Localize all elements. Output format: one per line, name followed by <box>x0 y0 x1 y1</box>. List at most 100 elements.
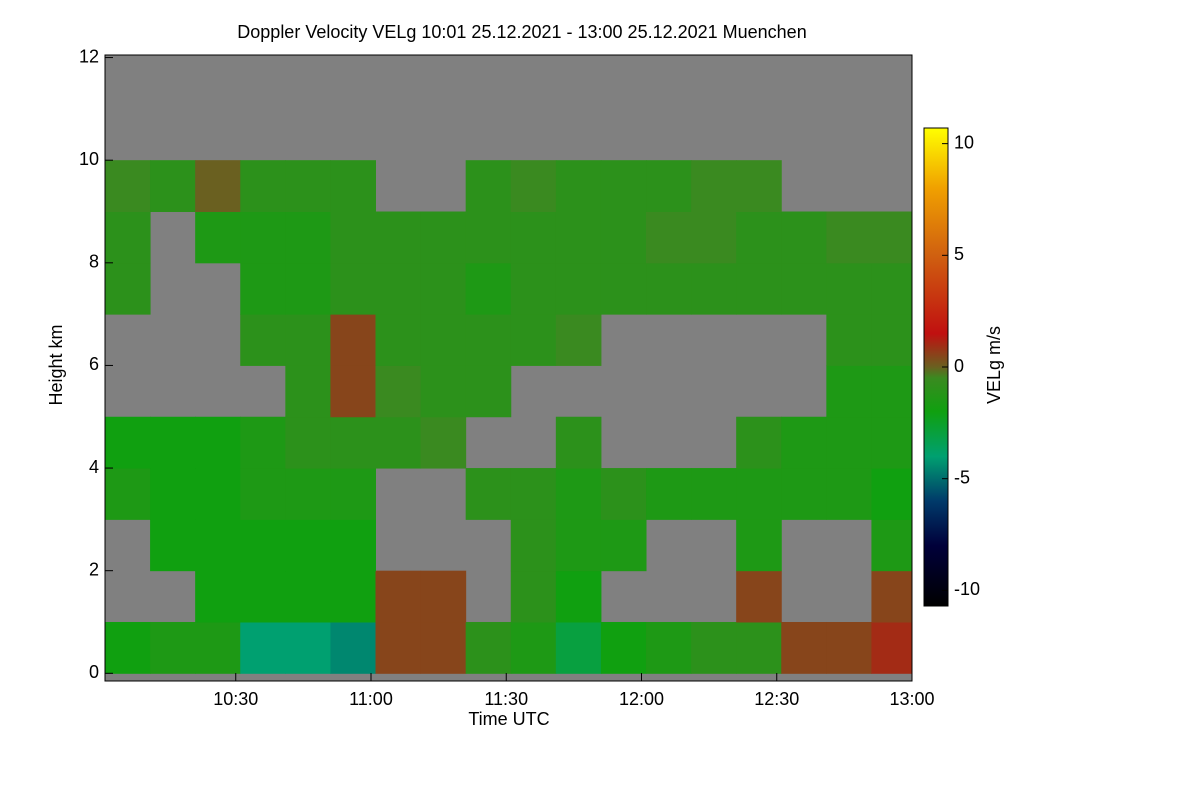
heatmap-cell <box>330 416 377 469</box>
colorbar-tick-label: 0 <box>954 356 964 376</box>
x-tick-label: 11:30 <box>484 689 528 709</box>
heatmap-cell <box>285 416 331 469</box>
heatmap-cell <box>691 211 737 264</box>
heatmap-cell <box>736 160 782 212</box>
heatmap-cell <box>826 314 872 366</box>
heatmap-cell <box>600 519 647 572</box>
heatmap-cell <box>105 211 151 264</box>
heatmap-cell <box>826 211 872 264</box>
heatmap-cell <box>285 570 331 623</box>
heatmap-cell <box>420 314 467 366</box>
heatmap-cell <box>510 468 557 520</box>
heatmap-cell <box>420 262 467 315</box>
heatmap-cell <box>646 262 692 315</box>
x-tick-label: 12:30 <box>754 689 799 709</box>
heatmap-cell <box>871 621 913 674</box>
heatmap-cell <box>195 621 241 674</box>
heatmap-cell <box>105 262 151 315</box>
x-tick-label: 13:00 <box>889 689 934 709</box>
heatmap-cell <box>195 416 241 469</box>
heatmap-cell <box>871 519 913 572</box>
colorbar-tick-label: 10 <box>954 132 974 152</box>
heatmap-cell <box>826 262 872 315</box>
heatmap-cell <box>871 211 913 264</box>
heatmap-cell <box>510 262 557 315</box>
heatmap-cell <box>150 416 196 469</box>
heatmap-cell <box>646 211 692 264</box>
heatmap-cell <box>510 570 557 623</box>
y-tick-label: 4 <box>89 457 99 477</box>
heatmap-cell <box>781 468 827 520</box>
heatmap-cell <box>736 262 782 315</box>
heatmap-cell <box>600 468 647 520</box>
heatmap-cell <box>555 160 602 212</box>
heatmap-cell <box>375 416 422 469</box>
heatmap-cell <box>240 262 286 315</box>
heatmap-cell <box>195 519 241 572</box>
heatmap-cell <box>871 262 913 315</box>
heatmap-cell <box>465 365 512 418</box>
heatmap-cell <box>555 570 602 623</box>
heatmap-cell <box>826 416 872 469</box>
x-tick-label: 10:30 <box>213 689 258 709</box>
heatmap-cell <box>285 468 331 520</box>
heatmap-cell <box>420 621 467 674</box>
heatmap-cell <box>240 211 286 264</box>
heatmap-cell <box>240 519 286 572</box>
heatmap-cell <box>285 160 331 212</box>
heatmap-cell <box>150 519 196 572</box>
heatmap-cell <box>781 416 827 469</box>
heatmap-cell <box>465 468 512 520</box>
heatmap-cell <box>871 570 913 623</box>
heatmap-cell <box>240 314 286 366</box>
heatmap-cell <box>691 262 737 315</box>
heatmap-cell <box>195 468 241 520</box>
heatmap-cell <box>375 570 422 623</box>
y-axis-label: Height km <box>46 324 66 405</box>
heatmap-cell <box>736 621 782 674</box>
heatmap-cell <box>691 468 737 520</box>
heatmap-cell <box>736 211 782 264</box>
heatmap-cell <box>736 570 782 623</box>
heatmap-cell <box>555 621 602 674</box>
heatmap-cell <box>555 314 602 366</box>
heatmap-cell <box>420 211 467 264</box>
heatmap-cell <box>375 314 422 366</box>
heatmap-cell <box>510 621 557 674</box>
x-tick-label: 12:00 <box>619 689 664 709</box>
heatmap-cell <box>646 468 692 520</box>
heatmap-cell <box>105 621 151 674</box>
heatmap-cell <box>240 160 286 212</box>
heatmap-cell <box>555 519 602 572</box>
heatmap-cell <box>555 416 602 469</box>
heatmap-cell <box>285 262 331 315</box>
heatmap-cell <box>375 621 422 674</box>
heatmap-cell <box>330 211 377 264</box>
heatmap-cell <box>555 468 602 520</box>
heatmap-cell <box>826 365 872 418</box>
heatmap-cell <box>826 621 872 674</box>
heatmap-cell <box>646 621 692 674</box>
heatmap-cell <box>195 160 241 212</box>
y-tick-label: 0 <box>89 662 99 682</box>
heatmap-cell <box>781 621 827 674</box>
heatmap-cell <box>871 416 913 469</box>
chart-title: Doppler Velocity VELg 10:01 25.12.2021 -… <box>237 22 806 42</box>
heatmap-cell <box>240 468 286 520</box>
heatmap-cell <box>195 211 241 264</box>
heatmap-cell <box>736 468 782 520</box>
y-tick-label: 2 <box>89 559 99 579</box>
heatmap-cell <box>736 519 782 572</box>
heatmap-cell <box>375 262 422 315</box>
heatmap-cell <box>330 621 377 674</box>
heatmap-cell <box>691 160 737 212</box>
heatmap-cell <box>510 211 557 264</box>
heatmap-cell <box>510 160 557 212</box>
y-tick-label: 6 <box>89 354 99 374</box>
heatmap-cell <box>871 468 913 520</box>
heatmap-cell <box>781 262 827 315</box>
colorbar-tick-label: -10 <box>954 579 980 599</box>
heatmap-cell <box>330 314 377 366</box>
heatmap-cell <box>555 262 602 315</box>
heatmap-cell <box>150 621 196 674</box>
